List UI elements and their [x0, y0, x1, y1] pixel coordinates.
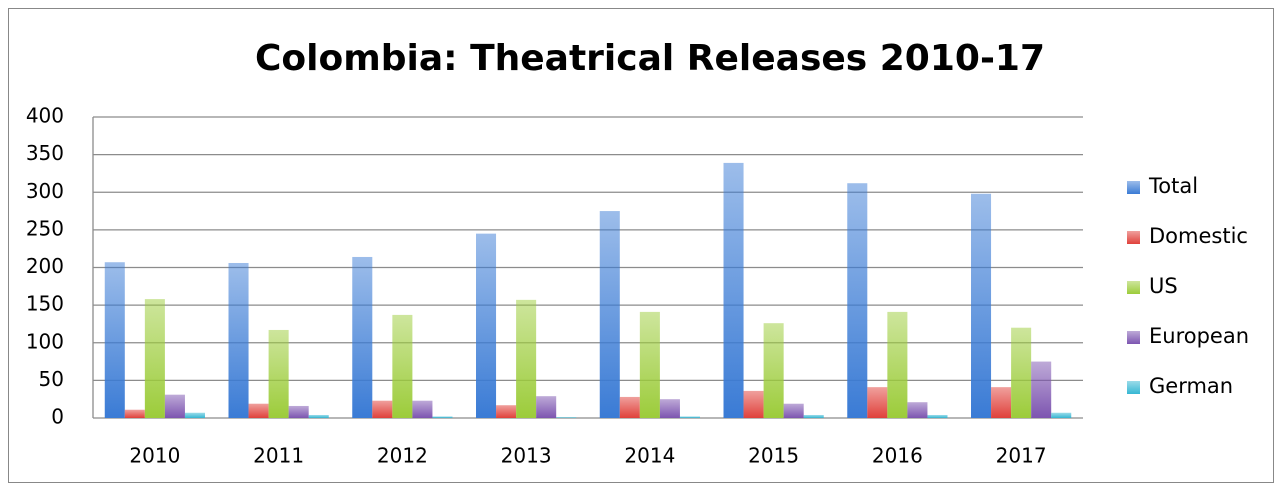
- bar: [887, 311, 908, 418]
- bar: [372, 400, 393, 418]
- legend-swatch: [1127, 381, 1140, 394]
- y-tick-label: 50: [39, 367, 64, 391]
- legend-label: US: [1149, 274, 1178, 298]
- y-tick-label: 350: [26, 141, 64, 165]
- x-tick-label: 2014: [624, 444, 675, 468]
- bar: [556, 417, 577, 418]
- y-tick-label: 0: [51, 405, 64, 429]
- bar: [104, 262, 125, 418]
- bar: [124, 409, 145, 418]
- bar: [164, 394, 185, 418]
- legend-label: Total: [1148, 174, 1198, 198]
- y-tick-label: 250: [26, 216, 64, 240]
- bar: [536, 396, 557, 418]
- legend-label: Domestic: [1149, 224, 1248, 248]
- bar: [1031, 361, 1052, 418]
- bar: [288, 405, 309, 418]
- legend-label: German: [1149, 374, 1233, 398]
- bar: [144, 299, 165, 418]
- x-tick-label: 2016: [872, 444, 923, 468]
- legend-swatch: [1127, 231, 1140, 244]
- y-tick-label: 300: [26, 179, 64, 203]
- bar: [867, 387, 888, 418]
- bar: [476, 233, 497, 418]
- bar: [723, 162, 744, 418]
- bar: [516, 299, 537, 418]
- legend-swatch: [1127, 281, 1140, 294]
- bar: [803, 414, 824, 418]
- bar: [184, 412, 205, 418]
- bar: [619, 396, 640, 418]
- bar: [743, 390, 764, 418]
- x-tick-label: 2012: [377, 444, 428, 468]
- bar: [1051, 412, 1072, 418]
- y-tick-label: 150: [26, 292, 64, 316]
- bar: [659, 399, 680, 418]
- bar: [432, 416, 453, 418]
- bar: [847, 183, 868, 418]
- bar: [268, 329, 289, 418]
- bar: [308, 414, 329, 418]
- bar: [907, 402, 928, 418]
- bar: [991, 387, 1012, 418]
- x-tick-label: 2010: [129, 444, 180, 468]
- bar: [392, 314, 413, 418]
- bar: [352, 256, 373, 418]
- x-tick-label: 2013: [501, 444, 552, 468]
- y-tick-label: 100: [26, 329, 64, 353]
- bar: [763, 323, 784, 418]
- x-tick-label: 2017: [996, 444, 1047, 468]
- chart-title: Colombia: Theatrical Releases 2010-17: [255, 38, 1045, 79]
- bar: [496, 405, 517, 418]
- bar: [228, 262, 249, 418]
- bar: [1011, 327, 1032, 418]
- y-tick-label: 200: [26, 254, 64, 278]
- bar: [679, 416, 700, 418]
- bar: [412, 400, 433, 418]
- bar: [927, 414, 948, 418]
- legend-swatch: [1127, 331, 1140, 344]
- y-tick-label: 400: [26, 104, 64, 128]
- x-tick-label: 2015: [748, 444, 799, 468]
- bar: [971, 193, 992, 418]
- bar: [599, 211, 620, 418]
- bar: [639, 311, 660, 418]
- legend-label: European: [1149, 324, 1249, 348]
- legend-swatch: [1127, 181, 1140, 194]
- x-tick-label: 2011: [253, 444, 304, 468]
- bar: [783, 403, 804, 418]
- bar: [248, 403, 269, 418]
